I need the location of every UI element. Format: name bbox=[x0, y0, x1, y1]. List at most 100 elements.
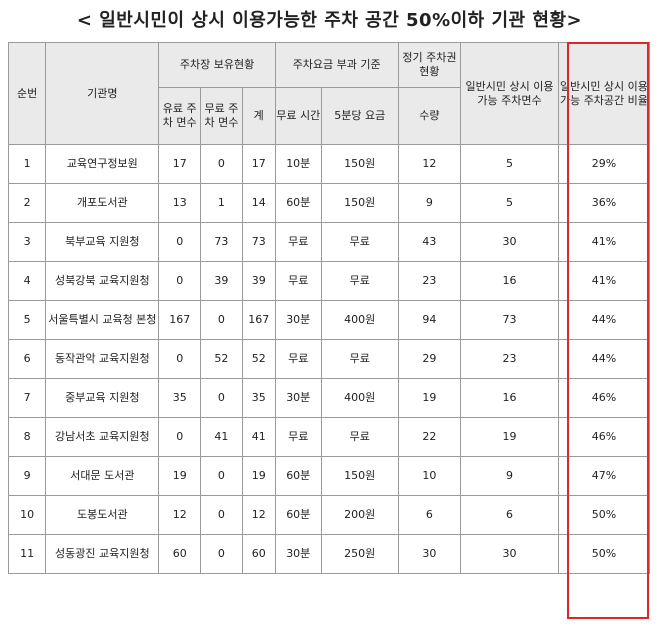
cell-public: 16 bbox=[460, 378, 559, 418]
cell-paid: 19 bbox=[158, 456, 202, 496]
table-row: 10 도봉도서관 12 0 12 60분 200원 6 6 50% bbox=[7, 495, 651, 535]
header-agency: 기관명 bbox=[45, 42, 160, 145]
cell-free: 73 bbox=[200, 222, 243, 262]
cell-paid: 17 bbox=[158, 144, 202, 184]
cell-qty: 6 bbox=[397, 495, 462, 535]
cell-ratio: 36% bbox=[557, 183, 651, 223]
header-free: 무료 주차 면수 bbox=[200, 87, 243, 145]
cell-fee: 무료 bbox=[320, 261, 399, 301]
cell-total: 12 bbox=[241, 495, 276, 535]
cell-total: 17 bbox=[241, 144, 276, 184]
cell-ratio: 50% bbox=[557, 534, 651, 574]
cell-agency: 성북강북 교육지원청 bbox=[45, 261, 160, 301]
header-fee-group: 주차요금 부과 기준 bbox=[274, 42, 399, 88]
cell-free: 52 bbox=[200, 339, 243, 379]
cell-total: 41 bbox=[241, 417, 276, 457]
header-total: 계 bbox=[241, 87, 276, 145]
cell-paid: 0 bbox=[158, 222, 202, 262]
cell-public: 23 bbox=[460, 339, 559, 379]
cell-qty: 10 bbox=[397, 456, 462, 496]
cell-qty: 29 bbox=[397, 339, 462, 379]
cell-free-time: 무료 bbox=[274, 339, 322, 379]
cell-paid: 0 bbox=[158, 261, 202, 301]
cell-total: 52 bbox=[241, 339, 276, 379]
cell-fee: 150원 bbox=[320, 456, 399, 496]
cell-qty: 23 bbox=[397, 261, 462, 301]
cell-ratio: 46% bbox=[557, 417, 651, 457]
cell-free: 0 bbox=[200, 144, 243, 184]
cell-free-time: 30분 bbox=[274, 300, 322, 340]
cell-total: 39 bbox=[241, 261, 276, 301]
table-row: 6 동작관악 교육지원청 0 52 52 무료 무료 29 23 44% bbox=[7, 339, 651, 379]
cell-free: 39 bbox=[200, 261, 243, 301]
cell-no: 9 bbox=[7, 456, 47, 496]
cell-fee: 무료 bbox=[320, 339, 399, 379]
cell-qty: 19 bbox=[397, 378, 462, 418]
cell-free-time: 30분 bbox=[274, 378, 322, 418]
cell-no: 7 bbox=[7, 378, 47, 418]
cell-free: 0 bbox=[200, 378, 243, 418]
table-row: 5 서울특별시 교육청 본청 167 0 167 30분 400원 94 73 44% bbox=[7, 300, 651, 340]
table-body: 1 교육연구정보원 17 0 17 10분 150원 12 5 29% 2 개포도서관 13 1 14 60분… bbox=[7, 144, 651, 574]
cell-no: 10 bbox=[7, 495, 47, 535]
table-row: 11 성동광진 교육지원청 60 0 60 30분 250원 30 30 50% bbox=[7, 534, 651, 574]
cell-agency: 동작관악 교육지원청 bbox=[45, 339, 160, 379]
cell-free-time: 무료 bbox=[274, 222, 322, 262]
cell-ratio: 44% bbox=[557, 300, 651, 340]
header-fee-5min: 5분당 요금 bbox=[320, 87, 399, 145]
table-row: 3 북부교육 지원청 0 73 73 무료 무료 43 30 41% bbox=[7, 222, 651, 262]
cell-free: 0 bbox=[200, 300, 243, 340]
cell-fee: 150원 bbox=[320, 183, 399, 223]
cell-agency: 북부교육 지원청 bbox=[45, 222, 160, 262]
header-no: 순번 bbox=[7, 42, 47, 145]
table-row: 4 성북강북 교육지원청 0 39 39 무료 무료 23 16 41% bbox=[7, 261, 651, 301]
cell-ratio: 50% bbox=[557, 495, 651, 535]
cell-public: 5 bbox=[460, 183, 559, 223]
cell-fee: 200원 bbox=[320, 495, 399, 535]
cell-fee: 무료 bbox=[320, 222, 399, 262]
cell-free: 0 bbox=[200, 456, 243, 496]
cell-public: 9 bbox=[460, 456, 559, 496]
cell-ratio: 47% bbox=[557, 456, 651, 496]
table-row: 7 중부교육 지원청 35 0 35 30분 400원 19 16 46% bbox=[7, 378, 651, 418]
cell-no: 6 bbox=[7, 339, 47, 379]
cell-public: 30 bbox=[460, 534, 559, 574]
cell-public: 16 bbox=[460, 261, 559, 301]
cell-no: 2 bbox=[7, 183, 47, 223]
cell-qty: 12 bbox=[397, 144, 462, 184]
table-row: 8 강남서초 교육지원청 0 41 41 무료 무료 22 19 46% bbox=[7, 417, 651, 457]
cell-no: 1 bbox=[7, 144, 47, 184]
cell-agency: 도봉도서관 bbox=[45, 495, 160, 535]
cell-free-time: 10분 bbox=[274, 144, 322, 184]
cell-ratio: 41% bbox=[557, 261, 651, 301]
cell-paid: 35 bbox=[158, 378, 202, 418]
cell-free-time: 30분 bbox=[274, 534, 322, 574]
cell-fee: 400원 bbox=[320, 378, 399, 418]
cell-ratio: 41% bbox=[557, 222, 651, 262]
cell-public: 5 bbox=[460, 144, 559, 184]
header-paid: 유료 주차 면수 bbox=[158, 87, 202, 145]
cell-free-time: 60분 bbox=[274, 183, 322, 223]
header-qty: 수량 bbox=[397, 87, 462, 145]
cell-no: 4 bbox=[7, 261, 47, 301]
cell-ratio: 46% bbox=[557, 378, 651, 418]
cell-public: 19 bbox=[460, 417, 559, 457]
cell-paid: 12 bbox=[158, 495, 202, 535]
cell-total: 73 bbox=[241, 222, 276, 262]
cell-paid: 167 bbox=[158, 300, 202, 340]
cell-free: 1 bbox=[200, 183, 243, 223]
table-row: 1 교육연구정보원 17 0 17 10분 150원 12 5 29% bbox=[7, 144, 651, 184]
cell-free: 0 bbox=[200, 534, 243, 574]
cell-total: 14 bbox=[241, 183, 276, 223]
header-ratio: 일반시민 상시 이용가능 주차공간 비율 bbox=[557, 42, 651, 145]
cell-agency: 중부교육 지원청 bbox=[45, 378, 160, 418]
cell-agency: 서대문 도서관 bbox=[45, 456, 160, 496]
cell-public: 73 bbox=[460, 300, 559, 340]
cell-fee: 무료 bbox=[320, 417, 399, 457]
cell-total: 167 bbox=[241, 300, 276, 340]
header-public-spaces: 일반시민 상시 이용가능 주차면수 bbox=[460, 42, 559, 145]
cell-paid: 0 bbox=[158, 339, 202, 379]
cell-ratio: 44% bbox=[557, 339, 651, 379]
cell-ratio: 29% bbox=[557, 144, 651, 184]
cell-free-time: 60분 bbox=[274, 495, 322, 535]
